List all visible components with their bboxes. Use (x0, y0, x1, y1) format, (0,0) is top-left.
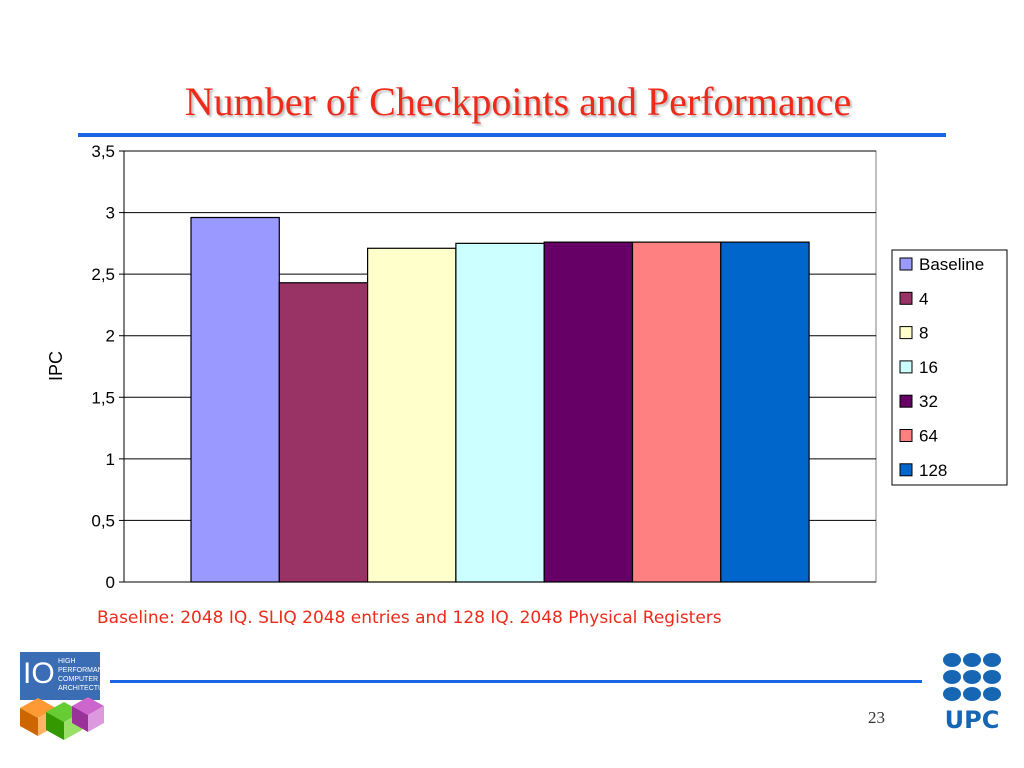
upc-dot (983, 653, 1001, 667)
hpca-logo-text: HIGH PERFORMANCE COMPUTER ARCHITECTURE (58, 658, 108, 692)
legend-swatch-8 (899, 326, 913, 340)
legend-swatch-128 (899, 463, 913, 477)
y-tick-label: 2 (106, 327, 115, 346)
upc-dot (983, 670, 1001, 684)
bar-128 (720, 241, 810, 583)
hpca-cube-purple-front (88, 706, 104, 732)
page-number: 23 (868, 708, 885, 727)
upc-dot (963, 653, 981, 667)
y-tick-label: 3 (106, 204, 115, 223)
y-tick-label: 1,5 (91, 388, 115, 407)
legend-swatch-32 (899, 394, 913, 408)
hpca-logo-mark: IO (23, 657, 55, 690)
y-tick-label: 0 (106, 573, 115, 592)
y-tick-label: 2,5 (91, 265, 115, 284)
legend-swatch-16 (899, 360, 913, 374)
legend-label-16: 16 (919, 358, 938, 377)
hpca-logo-line: COMPUTER (58, 676, 98, 683)
hpca-logo-panel (20, 652, 100, 700)
hpca-cube-orange-side (20, 708, 38, 736)
hpca-cube-green-side (46, 712, 64, 740)
bar-16 (455, 242, 545, 583)
legend-label-64: 64 (919, 427, 938, 446)
bar-4 (278, 282, 369, 583)
legend-swatch-baseline (899, 257, 913, 271)
upc-dot (943, 687, 961, 701)
upc-logo-text: UPC (945, 706, 1000, 730)
y-tick-label: 0,5 (91, 511, 115, 530)
bar-32 (543, 241, 634, 583)
legend-label-baseline: Baseline (919, 255, 984, 274)
legend-label-8: 8 (919, 324, 928, 343)
hpca-logo-line: PERFORMANCE (58, 667, 108, 674)
legend-label-32: 32 (919, 392, 938, 411)
y-axis-label: IPC (46, 351, 66, 381)
baseline-caption: Baseline: 2048 IQ. SLIQ 2048 entries and… (97, 608, 722, 628)
upc-dot (943, 653, 961, 667)
upc-dot (963, 670, 981, 684)
upc-dot (983, 687, 1001, 701)
slide-title: Number of Checkpoints and Performance (184, 79, 852, 124)
hpca-logo-line: ARCHITECTURE (58, 685, 108, 692)
hpca-logo: IO HIGH PERFORMANCE COMPUTER ARCHITECTURE (20, 652, 108, 740)
upc-logo-dots (943, 653, 1001, 701)
upc-logo: UPC (943, 653, 1001, 730)
legend-label-128: 128 (919, 461, 947, 480)
bar-8 (367, 247, 457, 583)
hpca-logo-line: HIGH (58, 658, 76, 665)
y-tick-label: 3,5 (91, 142, 115, 161)
legend-swatch-64 (899, 429, 913, 442)
y-tick-label: 1 (106, 450, 115, 469)
footer-rule (110, 680, 922, 683)
upc-dot (963, 687, 981, 701)
bar-baseline (190, 216, 280, 583)
legend-label-4: 4 (919, 289, 928, 308)
legend-swatch-4 (899, 291, 913, 305)
hpca-cube-purple-side (72, 706, 88, 732)
bar-64 (631, 241, 722, 583)
title-rule (78, 133, 946, 137)
upc-dot (943, 670, 961, 684)
